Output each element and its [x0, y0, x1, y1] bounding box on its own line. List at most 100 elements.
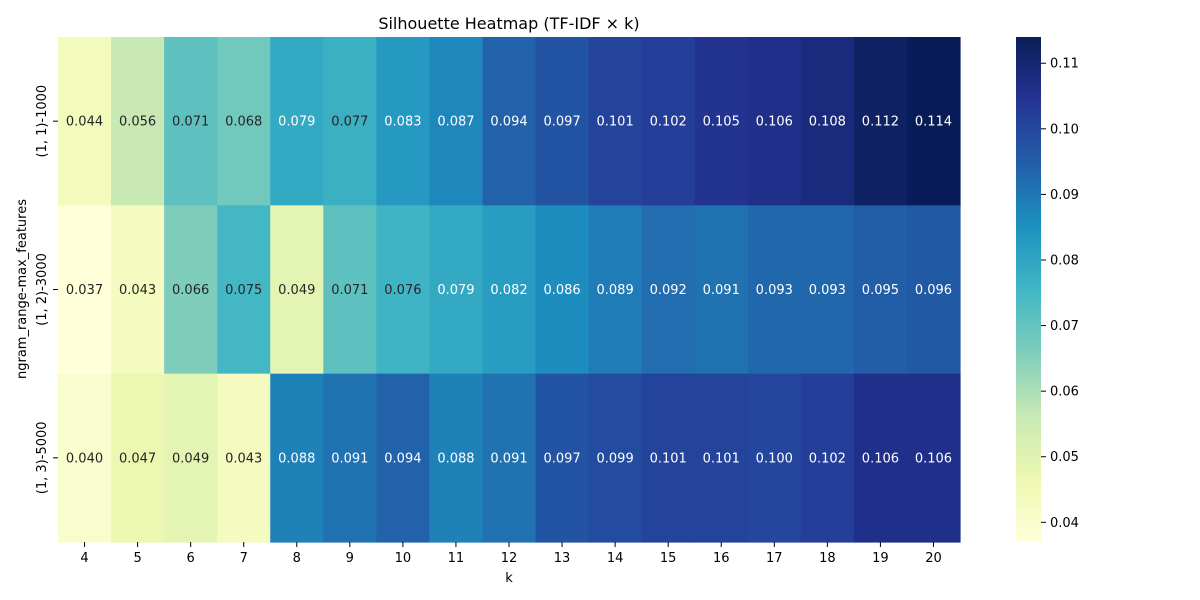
heatmap-cell: [853, 205, 908, 375]
x-tick-label: 16: [713, 551, 730, 566]
cell-value-label: 0.088: [437, 451, 474, 466]
x-tick-label: 18: [819, 551, 836, 566]
cell-value-label: 0.037: [66, 283, 103, 298]
heatmap-cell: [111, 37, 165, 206]
cell-value-label: 0.076: [384, 283, 421, 298]
heatmap-cell: [588, 37, 643, 206]
heatmap-cell: [270, 373, 324, 543]
heatmap-cell: [641, 37, 696, 206]
heatmap-cell: [641, 373, 696, 543]
x-axis-ticks: 4 5 6 7 8 9 10 11 12 13 14 15 16 17 18 19 20: [80, 542, 942, 566]
heatmap-cell: [694, 37, 749, 206]
cell-value-label: 0.102: [809, 451, 846, 466]
cell-value-label: 0.106: [915, 451, 952, 466]
heatmap-cell: [800, 205, 855, 375]
x-tick-label: 9: [346, 551, 354, 566]
cell-value-label: 0.092: [650, 283, 687, 298]
heatmap-cell: [906, 37, 961, 206]
cell-value-label: 0.040: [66, 451, 103, 466]
cell-value-label: 0.091: [490, 451, 527, 466]
y-tick-label: (1, 2)-3000: [35, 253, 50, 326]
cell-value-label: 0.095: [862, 283, 899, 298]
heatmap-cell: [164, 373, 218, 543]
colorbar-tick-label: 0.04: [1050, 516, 1079, 531]
x-tick-label: 15: [660, 551, 677, 566]
heatmap-cell: [641, 205, 696, 375]
heatmap-cell: [482, 373, 537, 543]
cell-value-label: 0.043: [225, 451, 262, 466]
cell-value-label: 0.114: [915, 115, 952, 130]
heatmap-cell: [429, 37, 484, 206]
heatmap-cell: [164, 205, 218, 375]
heatmap-cell: [58, 373, 112, 543]
x-axis-label: k: [505, 571, 513, 586]
cell-value-label: 0.088: [278, 451, 315, 466]
cell-value-label: 0.087: [437, 115, 474, 130]
y-axis-label: ngram_range-max_features: [15, 199, 30, 379]
heatmap-cell: [694, 373, 749, 543]
cell-value-label: 0.089: [597, 283, 634, 298]
cell-value-label: 0.108: [809, 115, 846, 130]
colorbar-tick-label: 0.10: [1050, 122, 1079, 137]
heatmap-cell: [270, 37, 324, 206]
heatmap-cell: [58, 37, 112, 206]
x-tick-label: 13: [554, 551, 571, 566]
cell-value-label: 0.079: [278, 115, 315, 130]
x-tick-label: 19: [872, 551, 889, 566]
cell-value-label: 0.075: [225, 283, 262, 298]
heatmap-cell: [906, 373, 961, 543]
cell-value-label: 0.044: [66, 115, 103, 130]
heatmap-cell: [111, 373, 165, 543]
heatmap-cell: [376, 373, 431, 543]
heatmap-cell: [111, 205, 165, 375]
x-tick-label: 4: [80, 551, 88, 566]
cell-value-label: 0.105: [703, 115, 740, 130]
x-tick-label: 10: [395, 551, 412, 566]
heatmap-cell: [376, 205, 431, 375]
heatmap-cell: [535, 205, 590, 375]
heatmap-cell: [217, 37, 271, 206]
cell-value-label: 0.096: [915, 283, 952, 298]
cell-value-label: 0.097: [543, 115, 580, 130]
cell-value-label: 0.099: [597, 451, 634, 466]
x-tick-label: 12: [501, 551, 518, 566]
cell-value-label: 0.093: [809, 283, 846, 298]
colorbar-gradient: [1016, 37, 1041, 542]
x-tick-label: 6: [187, 551, 195, 566]
heatmap-cell: [800, 37, 855, 206]
colorbar-tick-label: 0.11: [1050, 57, 1079, 72]
heatmap-cell: [906, 205, 961, 375]
heatmap-cell: [747, 373, 802, 543]
cell-value-label: 0.101: [597, 115, 634, 130]
cell-value-label: 0.049: [172, 451, 209, 466]
heatmap-cell: [270, 205, 324, 375]
cell-value-label: 0.093: [756, 283, 793, 298]
colorbar-tick-label: 0.05: [1050, 450, 1079, 465]
x-tick-label: 5: [133, 551, 141, 566]
x-tick-label: 17: [766, 551, 783, 566]
colorbar-tick-label: 0.09: [1050, 188, 1079, 203]
cell-value-label: 0.079: [437, 283, 474, 298]
cell-value-label: 0.043: [119, 283, 156, 298]
cell-value-label: 0.097: [543, 451, 580, 466]
heatmap-cell: [800, 373, 855, 543]
heatmap-cell: [747, 37, 802, 206]
cell-value-label: 0.071: [331, 283, 368, 298]
heatmap-cell: [482, 37, 537, 206]
heatmap-cell: [58, 205, 112, 375]
x-tick-label: 8: [293, 551, 301, 566]
cell-value-label: 0.068: [225, 115, 262, 130]
y-tick-label: (1, 1)-1000: [35, 85, 50, 158]
heatmap-cell: [323, 37, 377, 206]
cell-value-label: 0.082: [490, 283, 527, 298]
x-tick-label: 20: [925, 551, 942, 566]
cell-value-label: 0.102: [650, 115, 687, 130]
cell-value-label: 0.071: [172, 115, 209, 130]
cell-value-label: 0.083: [384, 115, 421, 130]
cell-value-label: 0.047: [119, 451, 156, 466]
cell-value-label: 0.094: [490, 115, 527, 130]
colorbar-tick-label: 0.08: [1050, 253, 1079, 268]
heatmap-cell: [164, 37, 218, 206]
cell-value-label: 0.091: [331, 451, 368, 466]
